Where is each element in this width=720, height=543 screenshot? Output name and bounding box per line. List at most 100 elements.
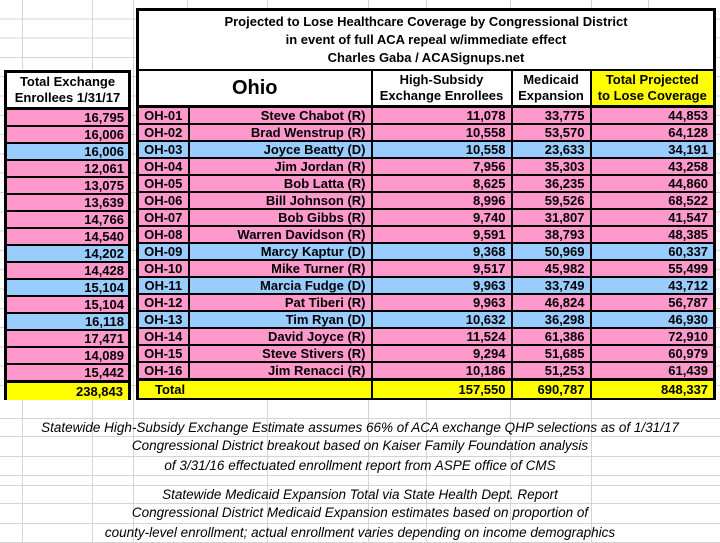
- medicaid-expansion-cell[interactable]: 31,807: [510, 208, 592, 227]
- total-high-subsidy-cell[interactable]: 157,550: [370, 378, 513, 401]
- representative-cell[interactable]: Mike Turner (R): [187, 259, 373, 278]
- high-subsidy-cell[interactable]: 9,591: [370, 225, 513, 244]
- footnote-line[interactable]: Congressional District Medicaid Expansio…: [0, 504, 720, 524]
- exchange-enrollees-cell[interactable]: 16,006: [4, 125, 131, 144]
- total-projected-cell[interactable]: 72,910: [589, 327, 716, 346]
- exchange-enrollees-cell[interactable]: 13,075: [4, 176, 131, 195]
- footnote-line[interactable]: Statewide High-Subsidy Exchange Estimate…: [0, 418, 720, 438]
- medicaid-expansion-cell[interactable]: 50,969: [510, 242, 592, 261]
- medicaid-expansion-cell[interactable]: 51,685: [510, 344, 592, 363]
- medicaid-expansion-cell[interactable]: 23,633: [510, 140, 592, 159]
- high-subsidy-cell[interactable]: 9,368: [370, 242, 513, 261]
- representative-cell[interactable]: Jim Jordan (R): [187, 157, 373, 176]
- district-cell[interactable]: OH-13: [136, 310, 190, 329]
- medicaid-expansion-cell[interactable]: 36,235: [510, 174, 592, 193]
- representative-cell[interactable]: Tim Ryan (D): [187, 310, 373, 329]
- medicaid-expansion-cell[interactable]: 38,793: [510, 225, 592, 244]
- exchange-enrollees-cell[interactable]: 14,202: [4, 244, 131, 263]
- high-subsidy-cell[interactable]: 10,632: [370, 310, 513, 329]
- total-projected-cell[interactable]: 61,439: [589, 361, 716, 381]
- district-cell[interactable]: OH-06: [136, 191, 190, 210]
- exchange-enrollees-cell[interactable]: 15,104: [4, 278, 131, 297]
- state-header-cell[interactable]: Ohio: [136, 69, 373, 108]
- exchange-enrollees-cell[interactable]: 14,089: [4, 346, 131, 365]
- total-projected-cell[interactable]: 60,979: [589, 344, 716, 363]
- high-subsidy-cell[interactable]: 9,963: [370, 276, 513, 295]
- footnote-line[interactable]: Statewide Medicaid Expansion Total via S…: [0, 485, 720, 505]
- high-subsidy-cell[interactable]: 10,558: [370, 140, 513, 159]
- medicaid-expansion-cell[interactable]: 53,570: [510, 123, 592, 142]
- footnote-line[interactable]: of 3/31/16 effectuated enrollment report…: [0, 457, 720, 476]
- total-projected-cell[interactable]: 48,385: [589, 225, 716, 244]
- high-subsidy-cell[interactable]: 8,625: [370, 174, 513, 193]
- district-cell[interactable]: OH-01: [136, 105, 190, 125]
- medicaid-expansion-cell[interactable]: 51,253: [510, 361, 592, 381]
- total-projected-cell[interactable]: 34,191: [589, 140, 716, 159]
- exchange-enrollees-cell[interactable]: 12,061: [4, 159, 131, 178]
- footnote-line[interactable]: Congressional District breakout based on…: [0, 437, 720, 457]
- medicaid-expansion-cell[interactable]: 59,526: [510, 191, 592, 210]
- total-projected-cell[interactable]: 64,128: [589, 123, 716, 142]
- high-subsidy-cell[interactable]: 11,524: [370, 327, 513, 346]
- district-cell[interactable]: OH-16: [136, 361, 190, 381]
- exchange-enrollees-cell[interactable]: 16,118: [4, 312, 131, 331]
- exchange-enrollees-cell[interactable]: 14,766: [4, 210, 131, 229]
- district-cell[interactable]: OH-03: [136, 140, 190, 159]
- representative-cell[interactable]: Marcia Fudge (D): [187, 276, 373, 295]
- district-cell[interactable]: OH-14: [136, 327, 190, 346]
- total-projected-cell[interactable]: 46,930: [589, 310, 716, 329]
- exchange-enrollees-cell[interactable]: 14,428: [4, 261, 131, 280]
- total-projected-total-cell[interactable]: 848,337: [589, 378, 716, 401]
- district-cell[interactable]: OH-05: [136, 174, 190, 193]
- representative-cell[interactable]: Bob Gibbs (R): [187, 208, 373, 227]
- high-subsidy-cell[interactable]: 9,517: [370, 259, 513, 278]
- medicaid-expansion-cell[interactable]: 46,824: [510, 293, 592, 312]
- medicaid-expansion-cell[interactable]: 33,749: [510, 276, 592, 295]
- high-subsidy-cell[interactable]: 10,186: [370, 361, 513, 381]
- medicaid-expansion-cell[interactable]: 35,303: [510, 157, 592, 176]
- table-title-cell[interactable]: Projected to Lose Healthcare Coverage by…: [136, 8, 716, 71]
- representative-cell[interactable]: Steve Stivers (R): [187, 344, 373, 363]
- district-cell[interactable]: OH-07: [136, 208, 190, 227]
- high-subsidy-cell[interactable]: 10,558: [370, 123, 513, 142]
- total-projected-cell[interactable]: 44,860: [589, 174, 716, 193]
- district-cell[interactable]: OH-12: [136, 293, 190, 312]
- exchange-enrollees-header-cell[interactable]: Total Exchange Enrollees 1/31/17: [4, 70, 131, 110]
- exchange-enrollees-cell[interactable]: 15,104: [4, 295, 131, 314]
- representative-cell[interactable]: David Joyce (R): [187, 327, 373, 346]
- district-cell[interactable]: OH-08: [136, 225, 190, 244]
- medicaid-expansion-cell[interactable]: 36,298: [510, 310, 592, 329]
- representative-cell[interactable]: Warren Davidson (R): [187, 225, 373, 244]
- high-subsidy-cell[interactable]: 7,956: [370, 157, 513, 176]
- exchange-enrollees-cell[interactable]: 16,006: [4, 142, 131, 161]
- high-subsidy-cell[interactable]: 11,078: [370, 105, 513, 125]
- total-projected-cell[interactable]: 68,522: [589, 191, 716, 210]
- total-projected-cell[interactable]: 56,787: [589, 293, 716, 312]
- total-projected-cell[interactable]: 55,499: [589, 259, 716, 278]
- exchange-enrollees-cell[interactable]: 17,471: [4, 329, 131, 348]
- total-projected-header-cell[interactable]: Total Projected to Lose Coverage: [589, 69, 716, 108]
- total-label-cell[interactable]: Total: [136, 378, 373, 401]
- high-subsidy-cell[interactable]: 9,294: [370, 344, 513, 363]
- exchange-enrollees-cell[interactable]: 13,639: [4, 193, 131, 212]
- total-projected-cell[interactable]: 44,853: [589, 105, 716, 125]
- district-cell[interactable]: OH-04: [136, 157, 190, 176]
- district-cell[interactable]: OH-09: [136, 242, 190, 261]
- medicaid-expansion-cell[interactable]: 33,775: [510, 105, 592, 125]
- district-cell[interactable]: OH-15: [136, 344, 190, 363]
- representative-cell[interactable]: Joyce Beatty (D): [187, 140, 373, 159]
- footnote-line[interactable]: county-level enrollment; actual enrollme…: [0, 524, 720, 543]
- high-subsidy-cell[interactable]: 9,963: [370, 293, 513, 312]
- representative-cell[interactable]: Jim Renacci (R): [187, 361, 373, 381]
- district-cell[interactable]: OH-11: [136, 276, 190, 295]
- district-cell[interactable]: OH-10: [136, 259, 190, 278]
- exchange-enrollees-cell[interactable]: 14,540: [4, 227, 131, 246]
- medicaid-expansion-cell[interactable]: 45,982: [510, 259, 592, 278]
- representative-cell[interactable]: Steve Chabot (R): [187, 105, 373, 125]
- total-projected-cell[interactable]: 60,337: [589, 242, 716, 261]
- high-subsidy-cell[interactable]: 9,740: [370, 208, 513, 227]
- representative-cell[interactable]: Marcy Kaptur (D): [187, 242, 373, 261]
- representative-cell[interactable]: Pat Tiberi (R): [187, 293, 373, 312]
- exchange-total-cell[interactable]: 238,843: [4, 380, 131, 403]
- high-subsidy-cell[interactable]: 8,996: [370, 191, 513, 210]
